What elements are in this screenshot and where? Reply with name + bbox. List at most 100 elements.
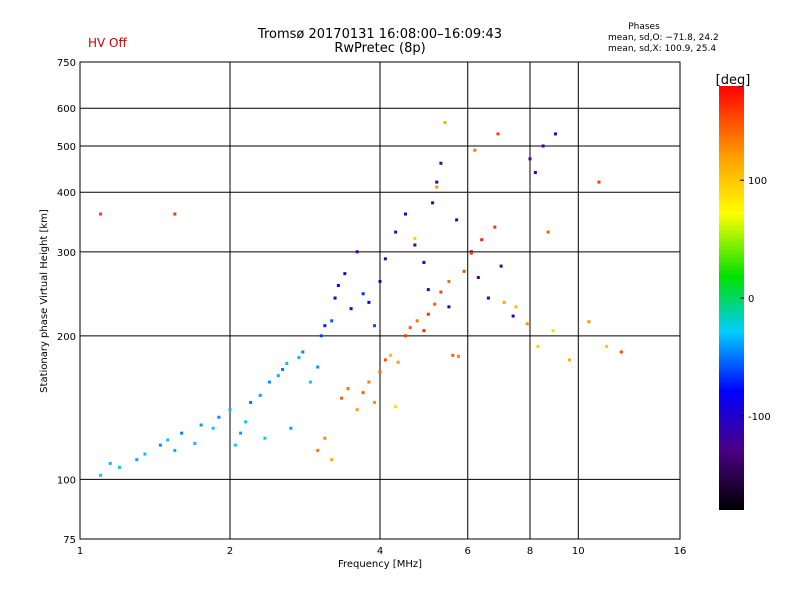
y-tick-label: 300 xyxy=(57,248,76,259)
data-point xyxy=(394,405,398,409)
data-point xyxy=(514,305,518,309)
data-point xyxy=(480,238,484,242)
data-point xyxy=(355,408,359,412)
phases-o-stats: mean, sd,O: −71.8, 24.2 xyxy=(608,33,719,43)
data-point xyxy=(433,302,437,306)
data-point xyxy=(439,290,443,294)
data-point xyxy=(336,283,340,287)
data-point xyxy=(499,264,503,268)
data-point xyxy=(439,161,443,165)
y-tick-label: 400 xyxy=(57,188,76,199)
data-point xyxy=(289,426,293,430)
data-point xyxy=(239,431,243,435)
data-point xyxy=(443,121,447,125)
data-point xyxy=(361,391,365,395)
data-point xyxy=(166,438,170,442)
x-tick-label: 1 xyxy=(77,546,83,557)
x-tick-label: 8 xyxy=(527,546,533,557)
data-point xyxy=(361,292,365,296)
data-point xyxy=(476,276,480,280)
data-point xyxy=(525,322,529,326)
plot-title-line2: RwPretec (8p) xyxy=(334,41,426,56)
plot-frame xyxy=(79,61,681,540)
x-tick-label: 2 xyxy=(227,546,233,557)
phases-x-stats: mean, sd,X: 100.9, 25.4 xyxy=(608,44,717,54)
data-point xyxy=(462,269,466,273)
data-point xyxy=(373,400,377,404)
colorbar xyxy=(719,86,744,510)
data-point xyxy=(333,296,337,300)
x-tick-label: 16 xyxy=(674,546,687,557)
data-point xyxy=(493,225,497,229)
hv-status-label: HV Off xyxy=(88,36,127,50)
data-point xyxy=(403,334,407,338)
data-point xyxy=(367,380,371,384)
data-point xyxy=(619,350,623,354)
data-point xyxy=(451,353,455,357)
data-point xyxy=(316,448,320,452)
data-point xyxy=(143,452,147,456)
data-point xyxy=(346,387,350,391)
data-point xyxy=(469,251,473,255)
data-point xyxy=(511,314,515,318)
x-tick-label: 10 xyxy=(572,546,585,557)
data-point xyxy=(502,300,506,304)
data-point xyxy=(447,279,451,283)
data-point xyxy=(99,473,103,477)
data-point xyxy=(373,324,377,328)
y-tick-label: 75 xyxy=(63,535,76,546)
phases-title: Phases xyxy=(628,22,660,32)
data-point xyxy=(413,236,417,240)
data-point xyxy=(422,260,426,264)
data-point xyxy=(281,367,285,371)
data-point xyxy=(117,465,121,469)
x-tick-label: 4 xyxy=(377,546,383,557)
data-point xyxy=(389,353,393,357)
data-point xyxy=(473,148,477,152)
data-point xyxy=(435,185,439,189)
data-point xyxy=(158,443,162,447)
data-point xyxy=(431,201,435,205)
data-point xyxy=(233,443,237,447)
data-point xyxy=(285,361,289,365)
x-axis-label: Frequency [MHz] xyxy=(338,559,422,570)
data-point xyxy=(319,334,323,338)
data-point xyxy=(301,350,305,354)
data-point xyxy=(541,144,545,148)
colorbar-label: [deg] xyxy=(716,73,751,88)
y-tick-label: 600 xyxy=(57,104,76,115)
data-point xyxy=(267,380,271,384)
data-point xyxy=(426,288,430,292)
data-point xyxy=(455,218,459,222)
data-point xyxy=(367,300,371,304)
data-point xyxy=(447,305,451,309)
x-tick-label: 6 xyxy=(465,546,471,557)
data-point xyxy=(403,212,407,216)
data-point xyxy=(199,423,203,427)
data-point xyxy=(323,324,327,328)
colorbar-tick-label: 100 xyxy=(748,176,767,187)
data-point xyxy=(426,312,430,316)
data-point xyxy=(244,420,248,424)
data-point xyxy=(605,344,609,348)
data-point xyxy=(408,326,412,330)
data-point xyxy=(383,358,387,362)
data-point xyxy=(297,356,301,360)
data-point xyxy=(413,243,417,247)
y-tick-label: 100 xyxy=(57,475,76,486)
data-point xyxy=(533,170,537,174)
data-point xyxy=(422,329,426,333)
data-point xyxy=(330,319,334,323)
data-point xyxy=(435,180,439,184)
data-point xyxy=(536,344,540,348)
data-point xyxy=(323,436,327,440)
colorbar-tick-label: 0 xyxy=(748,294,754,305)
data-point xyxy=(228,408,232,412)
data-point xyxy=(263,436,267,440)
data-point xyxy=(340,396,344,400)
data-point xyxy=(378,370,382,374)
y-tick-label: 500 xyxy=(57,142,76,153)
data-point xyxy=(211,426,215,430)
data-point xyxy=(258,393,262,397)
